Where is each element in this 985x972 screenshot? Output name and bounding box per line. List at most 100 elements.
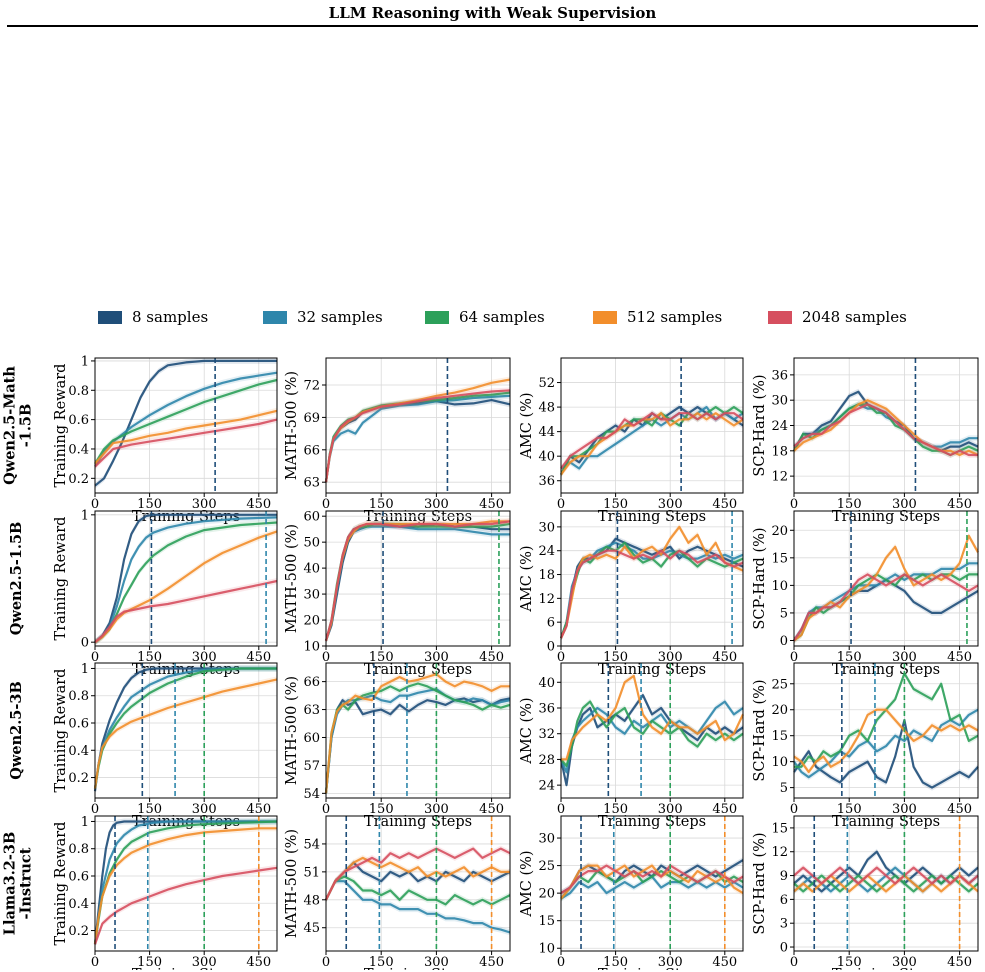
x-axis-label: Training Steps: [598, 967, 706, 970]
x-tick-label: 0: [322, 802, 330, 817]
y-axis-label: Training Reward: [53, 822, 69, 946]
x-tick-label: 300: [424, 955, 449, 970]
y-tick-label: 1: [81, 662, 89, 677]
series-band: [326, 376, 510, 486]
x-tick-label: 450: [712, 802, 737, 817]
series-line: [324, 673, 510, 794]
axes-frame: [325, 815, 511, 952]
series-band: [95, 528, 277, 646]
y-tick-label: 6: [780, 893, 788, 908]
y-tick-label: 45: [303, 921, 320, 936]
x-tick-label: 0: [91, 650, 99, 665]
series-line: [324, 389, 511, 483]
y-tick-label: 54: [303, 837, 320, 852]
axes-frame: [560, 510, 744, 647]
y-tick-label: 40: [303, 562, 320, 577]
x-tick-label: 150: [837, 650, 862, 665]
axes-frame: [793, 510, 979, 647]
y-tick-label: 32: [538, 727, 555, 742]
axes-frame: [793, 662, 979, 799]
y-tick-label: 0.2: [68, 771, 89, 786]
y-tick-label: 10: [771, 755, 788, 770]
y-tick-label: 30: [538, 832, 555, 847]
series-line: [324, 697, 511, 794]
x-tick-label: 150: [137, 497, 162, 512]
series-band: [95, 514, 277, 646]
series-line: [324, 682, 511, 794]
x-tick-label: 450: [479, 650, 504, 665]
series-line: [793, 708, 979, 779]
y-tick-label: 52: [538, 376, 555, 391]
y-tick-label: 66: [303, 443, 320, 458]
series-line: [793, 874, 979, 893]
x-tick-label: 0: [557, 497, 565, 512]
x-tick-label: 450: [246, 802, 271, 817]
y-tick-label: 3: [780, 917, 788, 932]
series-band: [794, 706, 978, 775]
series-line: [324, 522, 510, 642]
series-line: [559, 700, 744, 774]
x-axis-label: Training Steps: [832, 509, 940, 525]
series-band: [561, 873, 743, 902]
x-axis-label: Training Steps: [364, 967, 472, 970]
y-tick-label: 20: [771, 524, 788, 539]
series-line: [793, 866, 979, 885]
x-tick-label: 300: [658, 955, 683, 970]
series-band: [326, 671, 510, 797]
series-line: [324, 688, 511, 794]
series-band: [326, 397, 510, 486]
y-tick-label: 20: [538, 887, 555, 902]
y-axis-label: AMC (%): [519, 392, 535, 459]
y-tick-label: 0.6: [68, 413, 89, 428]
series-band: [95, 377, 277, 467]
y-tick-label: 12: [771, 845, 788, 860]
y-tick-label: 63: [303, 476, 320, 491]
y-tick-label: 0.6: [68, 870, 89, 885]
series-band: [794, 706, 978, 781]
legend: 8 samples 32 samples 64 samples 512 samples…: [0, 308, 985, 332]
series-line: [324, 522, 511, 642]
x-tick-label: 150: [137, 650, 162, 665]
title-rule: [7, 25, 978, 27]
series-band: [95, 407, 277, 467]
x-axis-label: Training Steps: [598, 662, 706, 678]
legend-swatch: [425, 310, 449, 324]
y-tick-label: 5: [780, 606, 788, 621]
y-tick-label: 6: [547, 616, 555, 631]
legend-label: 32 samples: [297, 308, 383, 326]
series-band: [326, 523, 510, 644]
x-tick-label: 150: [137, 802, 162, 817]
chart-panel: 0 150 300 450 54 57 60 63 66 Training Steps MATH-5…: [284, 662, 511, 830]
y-tick-label: 1: [81, 815, 89, 830]
y-tick-label: 0.4: [68, 442, 89, 457]
y-tick-label: 40: [538, 450, 555, 465]
y-tick-label: 12: [538, 592, 555, 607]
x-tick-label: 0: [790, 955, 798, 970]
series-band: [561, 862, 743, 897]
x-axis-label: Training Steps: [598, 509, 706, 525]
y-tick-label: 51: [303, 865, 320, 880]
series-line: [93, 820, 277, 945]
chart-panel: 0 150 300 450 0.2 0.4 0.6 0.8 1 Training Steps Tra…: [53, 662, 278, 830]
y-axis-label: MATH-500 (%): [284, 371, 300, 480]
x-tick-label: 150: [369, 650, 394, 665]
y-tick-label: 60: [303, 731, 320, 746]
y-axis-label: SCP-Hard (%): [752, 832, 768, 934]
series-band: [326, 878, 510, 936]
y-tick-label: 0.2: [68, 924, 89, 939]
x-tick-label: 450: [947, 650, 972, 665]
series-line: [93, 820, 277, 945]
y-tick-label: 0: [780, 634, 788, 649]
x-tick-label: 300: [892, 955, 917, 970]
chart-panel: 0 150 300 450 10 20 30 40 50 60 Training Steps MATH…: [284, 510, 511, 678]
series-band: [561, 523, 743, 642]
y-tick-label: 50: [303, 536, 320, 551]
legend-entry: 512 samples: [593, 308, 722, 326]
chart-panel: 0 150 300 450 12 18 24 30 36 Training Steps SCP-Ha…: [752, 357, 979, 525]
legend-swatch: [768, 310, 792, 324]
chart-panel: 0 150 300 450 45 48 51 54 Training Steps MATH-500…: [284, 815, 511, 970]
series-line: [93, 827, 277, 945]
x-tick-label: 0: [91, 802, 99, 817]
axes-frame: [94, 662, 278, 799]
series-band: [794, 576, 978, 644]
